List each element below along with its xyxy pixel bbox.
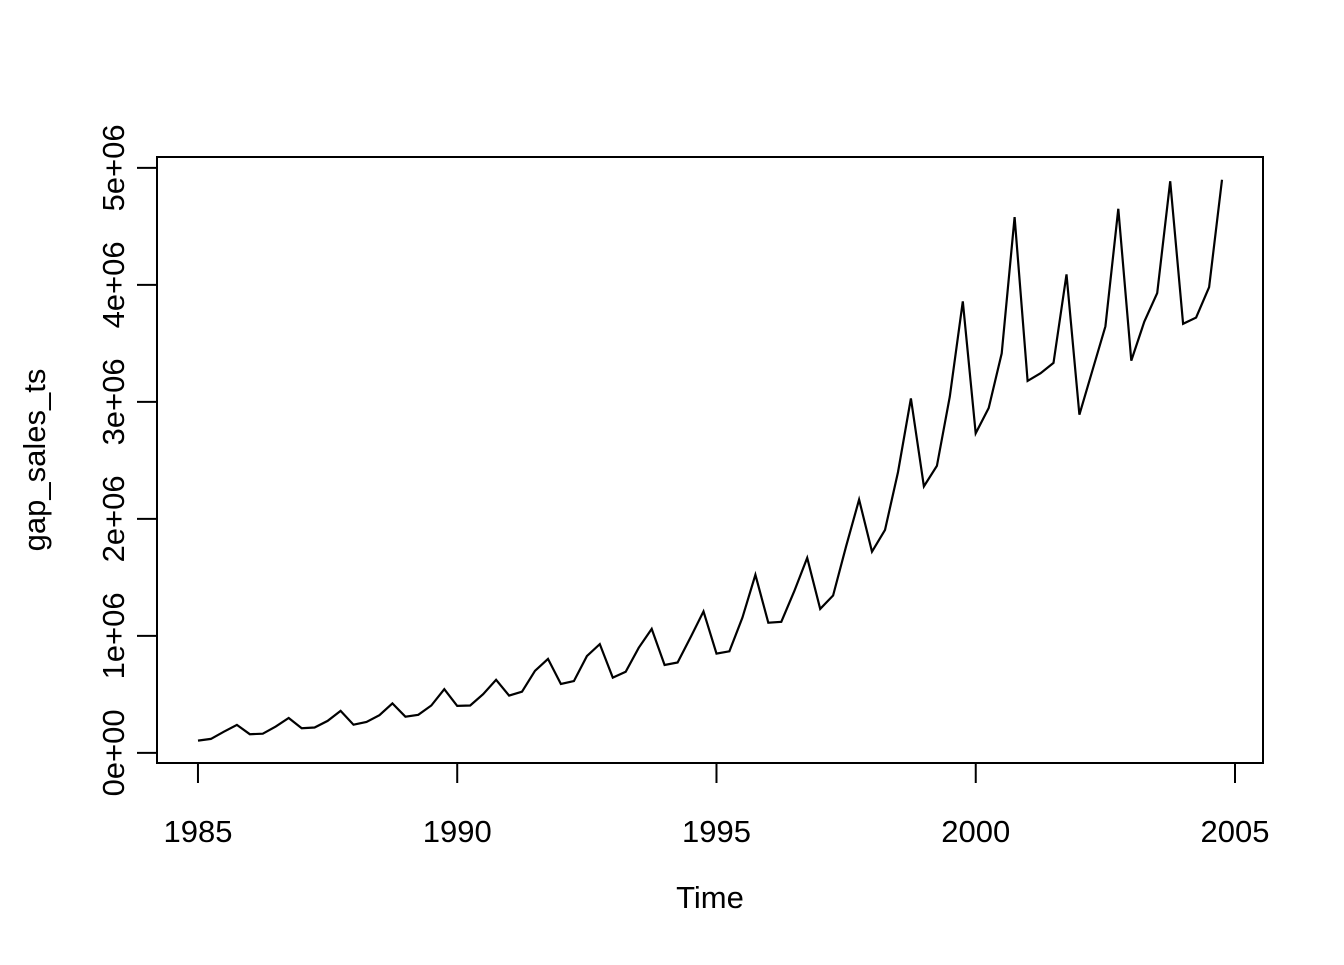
x-axis-ticks bbox=[196, 763, 1236, 783]
y-tick-label: 0e+00 bbox=[96, 709, 131, 796]
plot-box bbox=[156, 156, 1264, 764]
y-tick-label: 3e+06 bbox=[96, 358, 131, 445]
x-axis-title: Time bbox=[676, 880, 744, 915]
series-line bbox=[197, 179, 1224, 742]
x-tick-label: 2005 bbox=[1201, 814, 1270, 849]
x-axis-tick-labels: 1985 1990 1995 2000 2005 bbox=[163, 814, 1269, 849]
y-axis-tick-labels: 0e+00 1e+06 2e+06 3e+06 4e+06 5e+06 bbox=[96, 124, 131, 796]
y-tick-label: 2e+06 bbox=[96, 475, 131, 562]
y-tick-label: 5e+06 bbox=[96, 124, 131, 211]
x-tick-label: 2000 bbox=[941, 814, 1010, 849]
y-tick-label: 4e+06 bbox=[96, 241, 131, 328]
x-tick-label: 1995 bbox=[682, 814, 751, 849]
x-tick-label: 1990 bbox=[423, 814, 492, 849]
y-axis-ticks bbox=[137, 166, 157, 754]
x-tick-label: 1985 bbox=[163, 814, 232, 849]
y-axis-title: gap_sales_ts bbox=[17, 369, 52, 552]
y-tick-label: 1e+06 bbox=[96, 592, 131, 679]
